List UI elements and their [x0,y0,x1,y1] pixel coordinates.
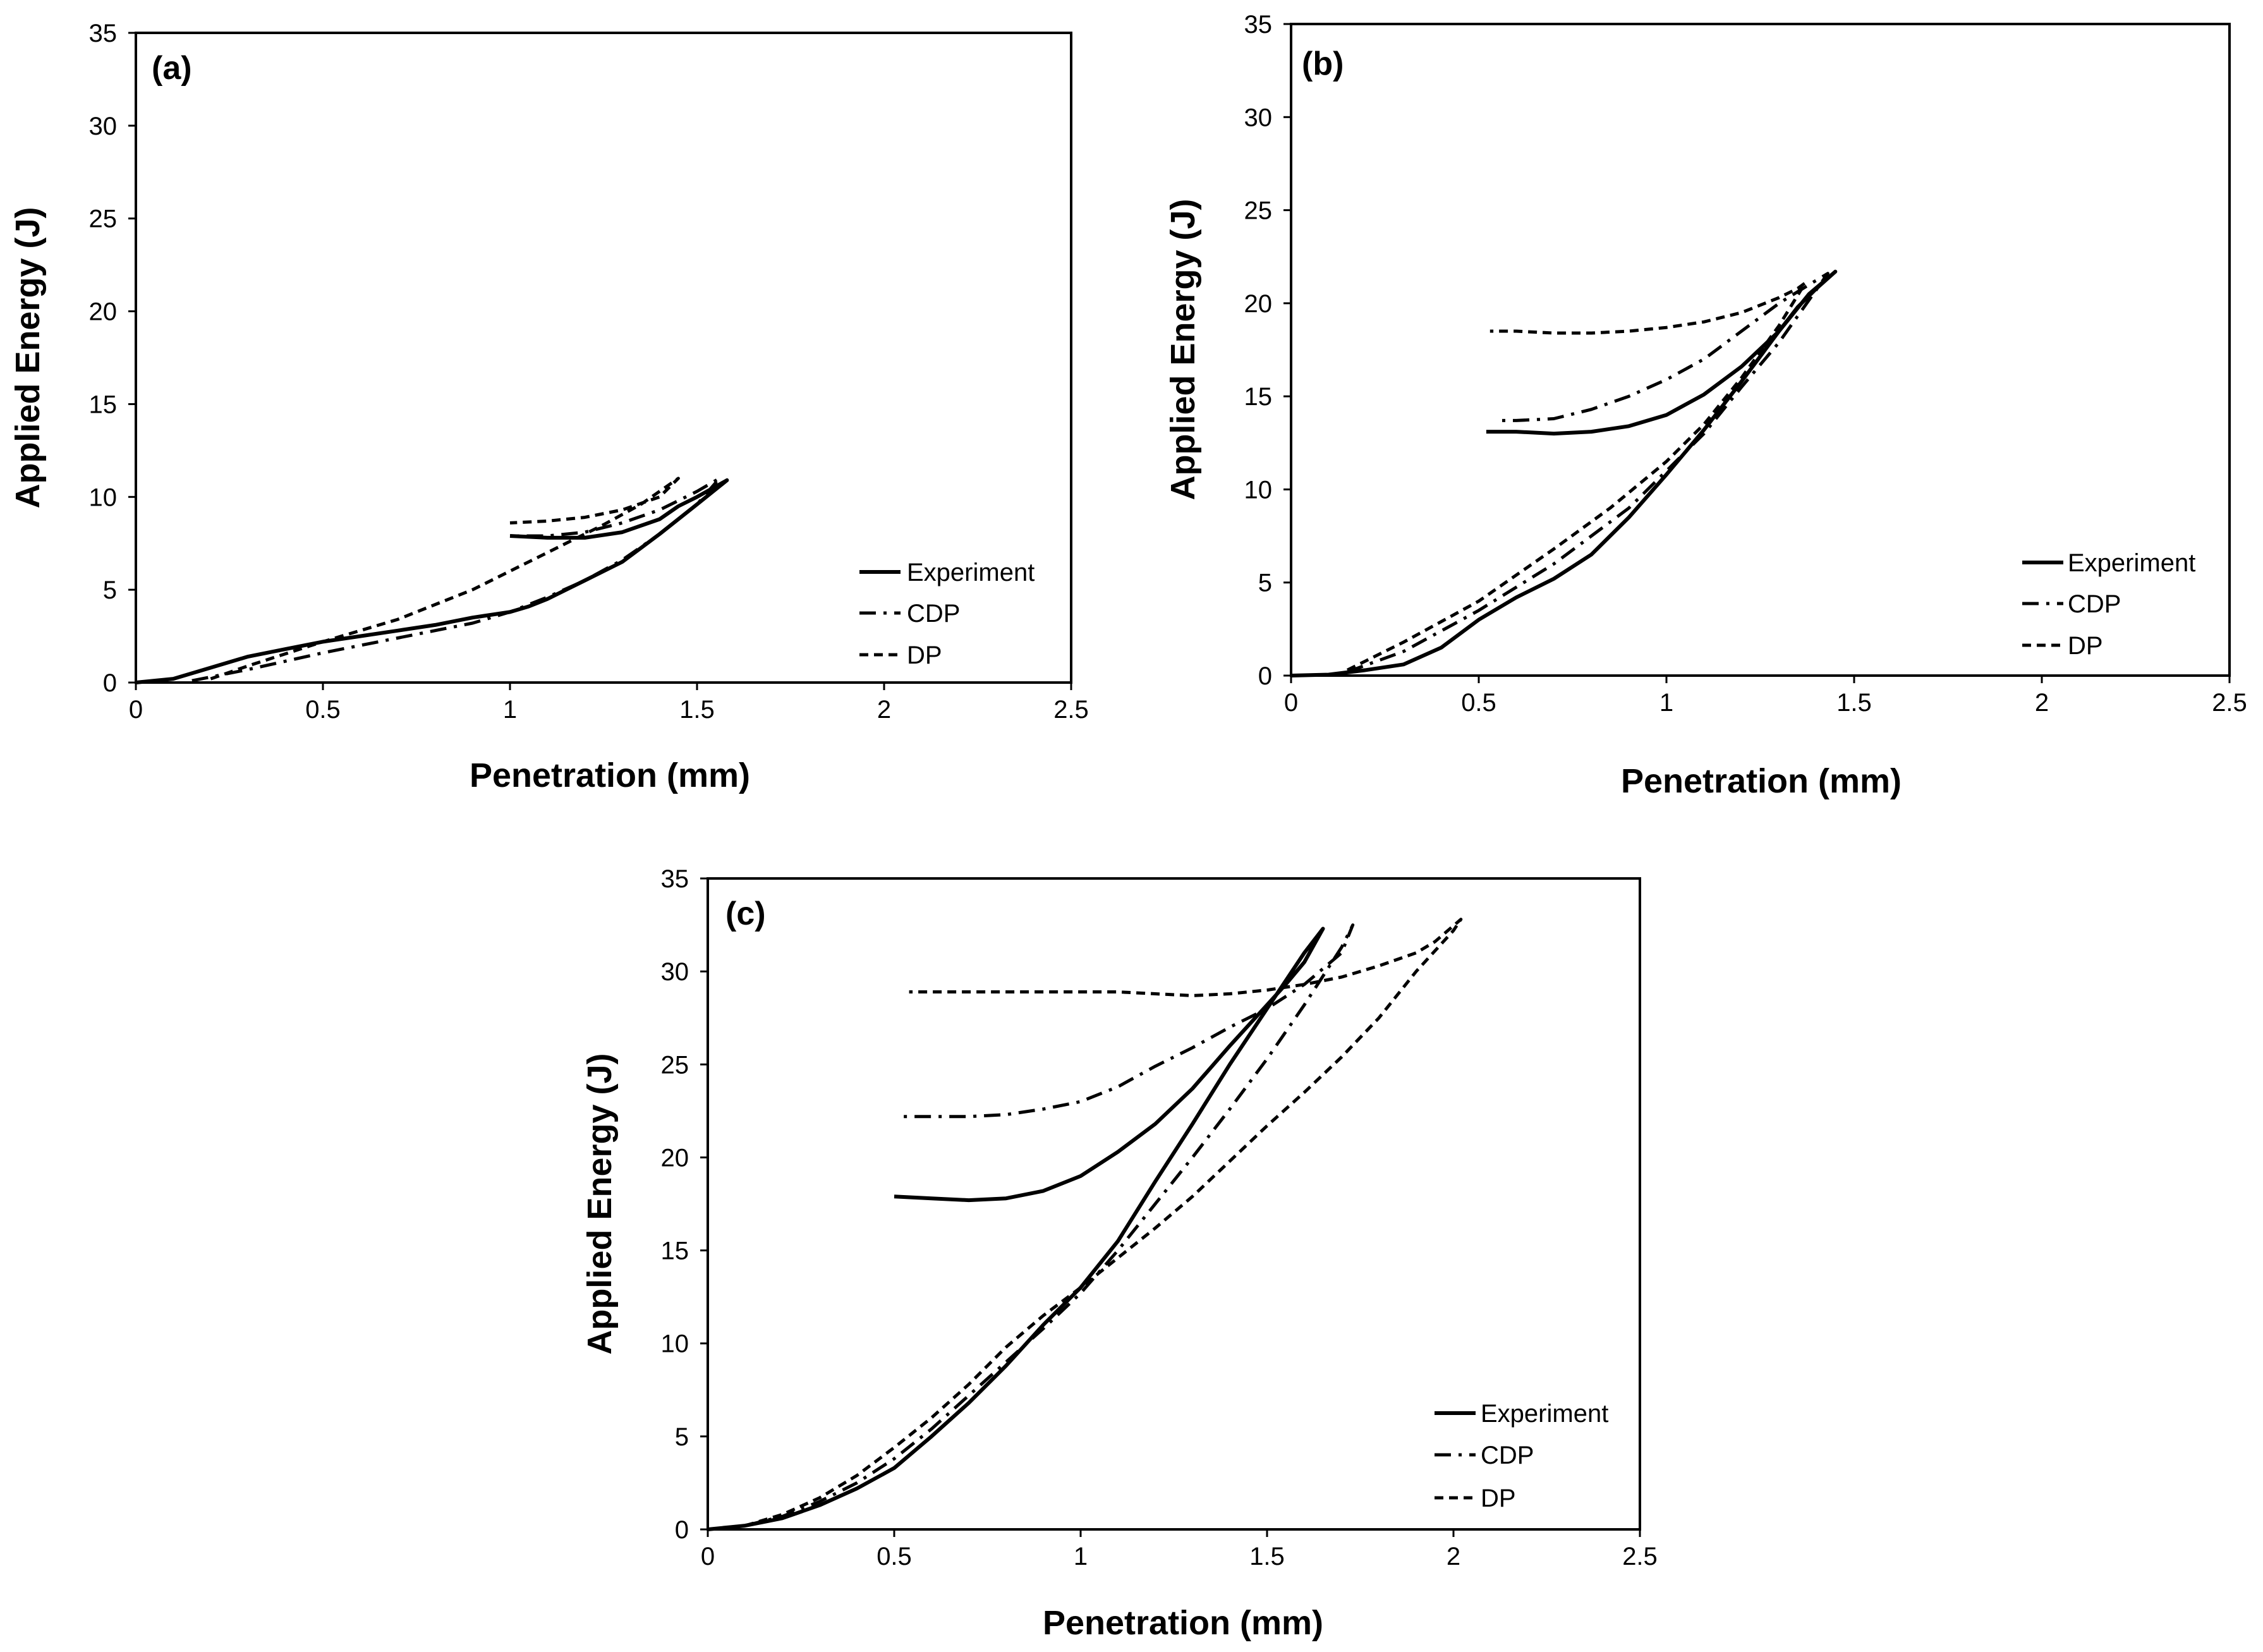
series-experiment-c [707,926,1325,1531]
y-tick-label: 30 [661,958,689,986]
y-ticks-a: 0 5 10 15 20 25 30 35 [89,20,136,697]
x-tick-label: 2 [877,696,891,724]
legend-label-experiment-a: Experiment [907,559,1034,586]
y-tick-label: 30 [89,112,118,140]
legend-label-dp-a: DP [907,641,942,669]
x-ticks-a: 0 0.5 1 1.5 2 2.5 [129,683,1089,724]
x-tick-label: 1 [1074,1543,1088,1570]
chart-a: 0 0.5 1 1.5 2 2.5 0 5 10 15 20 25 30 35 (a) Penetrat… [9,20,1089,794]
x-axis-label-c: Penetration (mm) [1043,1604,1323,1642]
y-tick-label: 5 [675,1423,689,1451]
y-tick-label: 25 [661,1051,689,1079]
lines-c [707,918,1463,1531]
y-tick-label: 30 [1244,104,1273,131]
y-axis-label-a: Applied Energy (J) [9,207,47,508]
y-tick-label: 0 [103,669,117,697]
x-tick-label: 2.5 [1053,696,1089,724]
lines-a [135,477,729,684]
y-tick-label: 15 [1244,383,1273,411]
plot-frame-a [135,32,1072,684]
y-tick-label: 35 [661,865,689,893]
chart-c: 0 0.5 1 1.5 2 2.5 0 5 10 15 20 25 30 35 (c) Penetrat… [581,865,1658,1642]
y-tick-label: 5 [103,576,117,604]
legend-label-cdp-c: CDP [1481,1442,1534,1469]
series-cdp-c [744,923,1355,1527]
x-tick-label: 2 [2035,689,2049,717]
panel-label-b: (b) [1302,46,1344,82]
x-tick-label: 0.5 [305,696,341,724]
y-ticks-c: 0 5 10 15 20 25 30 35 [661,865,708,1544]
series-dp-b [1346,281,1807,672]
x-tick-label: 0.5 [877,1543,912,1570]
x-tick-label: 2 [1447,1543,1460,1570]
x-tick-label: 2.5 [2212,689,2247,717]
y-tick-label: 25 [89,205,118,233]
y-axis-label-c: Applied Energy (J) [581,1053,619,1354]
y-tick-label: 15 [661,1237,689,1265]
x-ticks-b: 0 0.5 1 1.5 2 2.5 [1284,676,2247,717]
series-cdp-b [1347,272,1829,674]
y-ticks-b: 0 5 10 15 20 25 30 35 [1244,11,1291,690]
plot-frame-c [707,877,1641,1531]
x-ticks-c: 0 0.5 1 1.5 2 2.5 [701,1529,1658,1570]
y-tick-label: 20 [661,1144,689,1172]
y-tick-label: 0 [675,1516,689,1544]
x-tick-label: 1 [503,696,517,724]
y-tick-label: 35 [1244,11,1273,39]
x-tick-label: 2.5 [1622,1543,1658,1570]
y-tick-label: 20 [89,298,118,326]
panel-label-a: (a) [152,50,192,87]
x-axis-label-a: Penetration (mm) [470,756,750,794]
y-tick-label: 10 [1244,476,1273,504]
chart-b: 0 0.5 1 1.5 2 2.5 0 5 10 15 20 25 30 35 (b) Penetrat… [1164,11,2247,800]
legend-b: Experiment CDP DP [2022,549,2195,660]
y-axis-label-b: Applied Energy (J) [1164,198,1202,500]
x-tick-label: 0 [129,696,143,724]
series-dp-a [210,477,680,681]
y-tick-label: 10 [661,1330,689,1358]
legend-a: Experiment CDP DP [859,559,1034,669]
y-tick-label: 20 [1244,290,1273,318]
legend-c: Experiment CDP DP [1435,1400,1608,1512]
series-experiment-a [135,478,729,684]
y-tick-label: 5 [1258,569,1272,597]
legend-label-dp-b: DP [2068,632,2103,660]
lines-b [1290,269,1838,677]
legend-label-cdp-a: CDP [907,600,960,628]
legend-label-experiment-b: Experiment [2068,549,2195,577]
x-tick-label: 0 [1284,689,1298,717]
legend-label-cdp-b: CDP [2068,590,2121,618]
x-axis-label-b: Penetration (mm) [1621,762,1902,800]
y-tick-label: 10 [89,483,118,511]
x-tick-label: 0 [701,1543,715,1570]
series-experiment-b [1290,269,1838,677]
y-tick-label: 15 [89,391,118,418]
y-tick-label: 25 [1244,197,1273,225]
y-tick-label: 0 [1258,662,1272,690]
x-tick-label: 0.5 [1461,689,1496,717]
series-dp-c [744,918,1463,1527]
x-tick-label: 1 [1659,689,1673,717]
legend-label-experiment-c: Experiment [1481,1400,1608,1428]
panel-label-c: (c) [725,896,766,932]
x-tick-label: 1.5 [1249,1543,1285,1570]
x-tick-label: 1.5 [679,696,715,724]
series-cdp-a [191,477,721,683]
y-tick-label: 35 [89,20,118,47]
legend-label-dp-c: DP [1481,1485,1516,1512]
plot-frame-b [1290,23,2231,677]
x-tick-label: 1.5 [1836,689,1872,717]
